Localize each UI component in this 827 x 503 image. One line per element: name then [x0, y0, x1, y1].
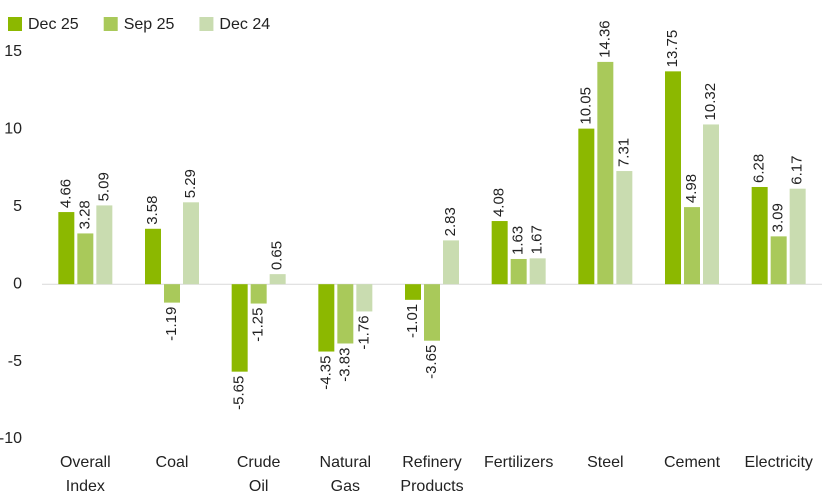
bar: [269, 274, 286, 285]
value-label: 2.83: [442, 207, 459, 236]
x-tick-label: Steel: [587, 454, 623, 471]
value-label: 0.65: [269, 241, 286, 270]
y-tick-label: 15: [4, 43, 22, 60]
value-label: 4.66: [57, 179, 74, 208]
x-tick-line: Crude: [237, 454, 281, 471]
value-label: -5.65: [231, 376, 248, 410]
value-label: -1.19: [163, 307, 180, 341]
bar: [145, 228, 161, 285]
value-label: 6.28: [751, 154, 768, 183]
value-label: 7.31: [615, 138, 632, 167]
value-label: -1.01: [404, 304, 421, 338]
bar: [443, 240, 459, 285]
bar: [703, 124, 719, 285]
bar: [58, 212, 75, 285]
value-label: 3.09: [770, 203, 787, 232]
bar: [751, 186, 768, 285]
value-label: -3.83: [336, 347, 353, 381]
bar: [318, 284, 335, 352]
bar: [491, 221, 508, 285]
x-tick-line: Natural: [320, 454, 372, 471]
bar: [770, 236, 787, 285]
x-tick-line: Gas: [331, 478, 360, 495]
x-tick-label: Electricity: [744, 454, 812, 471]
bar: [684, 207, 700, 285]
bar: [231, 284, 248, 372]
bar: [405, 284, 421, 300]
legend-swatch: [199, 17, 214, 31]
x-tick-label: Coal: [156, 454, 189, 471]
bar: [616, 171, 633, 285]
bar: [183, 202, 199, 285]
value-label: 1.67: [529, 225, 546, 254]
value-label: -1.76: [355, 315, 372, 349]
bar: [164, 284, 180, 303]
value-label: 13.75: [664, 30, 681, 68]
legend-swatch: [103, 17, 118, 31]
value-label: -4.35: [317, 356, 334, 390]
bar: [597, 61, 614, 285]
value-label: -1.25: [250, 308, 267, 342]
bar: [356, 284, 373, 312]
bar: [424, 284, 440, 341]
value-label: 14.36: [596, 20, 613, 58]
x-tick-line: Index: [66, 478, 105, 495]
y-tick-label: 10: [4, 121, 22, 138]
value-label: 5.29: [182, 169, 199, 198]
x-tick-label: Crude Oil: [237, 454, 281, 495]
bar: [529, 258, 546, 285]
x-tick-label: Refinery Products: [400, 454, 463, 495]
bar: [337, 284, 354, 344]
value-label: 4.98: [683, 174, 700, 203]
legend-swatch: [8, 17, 22, 31]
value-label: 3.58: [144, 196, 161, 225]
value-label: 4.08: [491, 188, 508, 217]
x-tick-label: Overall Index: [60, 454, 111, 495]
y-tick-label: 0: [13, 275, 22, 292]
x-tick-line: Refinery: [402, 454, 462, 471]
bar: [250, 284, 267, 304]
legend-label: Dec 24: [219, 16, 270, 33]
bar: [665, 71, 681, 285]
bar: [578, 128, 595, 285]
bar: [789, 188, 806, 285]
y-tick-label: -5: [8, 353, 22, 370]
bar: [77, 233, 94, 285]
value-label: 5.09: [95, 172, 112, 201]
value-label: 6.17: [789, 155, 806, 184]
y-tick-label: 5: [13, 198, 22, 215]
x-tick-line: Overall: [60, 454, 111, 471]
value-label: 10.32: [702, 83, 719, 121]
legend-label: Dec 25: [28, 16, 79, 33]
x-tick-line: Oil: [249, 478, 269, 495]
value-label: 10.05: [577, 87, 594, 125]
legend-label: Sep 25: [124, 16, 175, 33]
value-label: 3.28: [76, 200, 93, 229]
x-tick-label: Cement: [664, 454, 721, 471]
value-label: 1.63: [510, 226, 527, 255]
x-tick-line: Products: [400, 478, 463, 495]
y-tick-label: -10: [0, 430, 22, 447]
x-tick-label: Natural Gas: [320, 454, 372, 495]
x-tick-label: Fertilizers: [484, 454, 553, 471]
bar: [510, 258, 527, 285]
value-label: -3.65: [423, 345, 440, 379]
bar: [96, 205, 113, 285]
